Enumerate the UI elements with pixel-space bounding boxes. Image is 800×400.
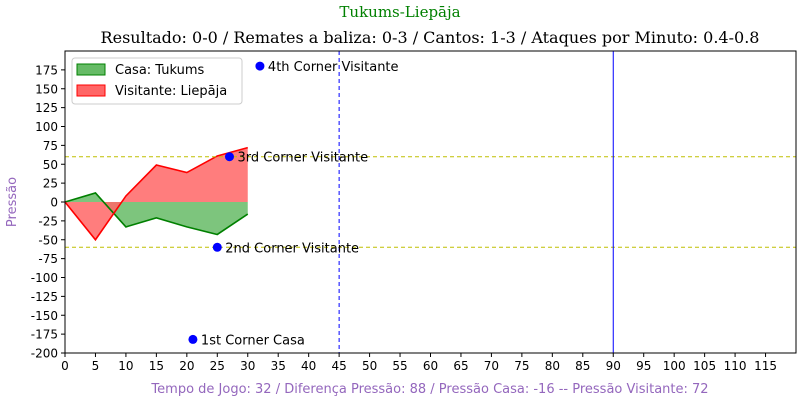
- legend-box: [71, 57, 243, 105]
- y-tick-label-3: -125: [31, 290, 58, 304]
- x-tick-label-9: 45: [331, 359, 346, 373]
- corner-marker-2: [212, 242, 222, 252]
- x-tick-label-16: 80: [545, 359, 560, 373]
- y-tick-label-13: 125: [35, 101, 58, 115]
- x-tick-label-18: 90: [606, 359, 621, 373]
- y-axis-label: Pressão: [5, 177, 20, 227]
- x-tick-label-5: 25: [210, 359, 225, 373]
- x-tick-label-4: 20: [179, 359, 194, 373]
- x-tick-label-6: 30: [240, 359, 255, 373]
- y-tick-label-8: 0: [50, 196, 58, 210]
- y-tick-label-9: 25: [43, 177, 58, 191]
- y-tick-label-7: -25: [38, 214, 58, 228]
- x-tick-label-21: 105: [693, 359, 716, 373]
- corner-label-3: 1st Corner Casa: [201, 333, 305, 348]
- x-tick-label-8: 40: [301, 359, 316, 373]
- legend-swatch-0: [76, 63, 106, 76]
- x-tick-label-17: 85: [575, 359, 590, 373]
- y-tick-label-6: -50: [38, 233, 58, 247]
- y-tick-label-2: -150: [31, 309, 58, 323]
- corner-label-0: 4th Corner Visitante: [268, 60, 399, 75]
- x-tick-label-20: 100: [663, 359, 686, 373]
- x-tick-label-22: 110: [724, 359, 747, 373]
- series-line-1: [64, 146, 248, 242]
- x-tick-label-1: 5: [92, 359, 100, 373]
- y-tick-label-0: -200: [31, 347, 58, 361]
- corner-marker-1: [224, 152, 234, 162]
- x-tick-label-12: 60: [423, 359, 438, 373]
- x-tick-label-10: 50: [362, 359, 377, 373]
- corner-label-1: 3rd Corner Visitante: [237, 151, 368, 166]
- x-tick-label-3: 15: [149, 359, 164, 373]
- x-tick-label-2: 10: [118, 359, 133, 373]
- series-line-0: [64, 192, 249, 236]
- chart-suptitle: Tukums-Liepāja: [339, 3, 460, 21]
- y-tick-label-5: -75: [38, 252, 58, 266]
- y-tick-label-10: 50: [43, 158, 58, 172]
- y-tick-label-11: 75: [43, 139, 58, 153]
- y-tick-label-4: -100: [31, 271, 58, 285]
- x-tick-label-23: 115: [754, 359, 777, 373]
- y-tick-label-12: 100: [35, 120, 58, 134]
- corner-marker-0: [255, 61, 265, 71]
- x-tick-label-11: 55: [392, 359, 407, 373]
- legend-label-1: Visitante: Liepāja: [115, 84, 227, 99]
- legend-label-0: Casa: Tukums: [115, 63, 205, 78]
- x-tick-label-15: 75: [514, 359, 529, 373]
- y-tick-label-15: 175: [35, 63, 58, 77]
- legend: Casa: Tukums Visitante: Liepāja: [71, 57, 243, 105]
- x-tick-label-13: 65: [453, 359, 468, 373]
- x-tick-label-7: 35: [271, 359, 286, 373]
- x-axis-label: Tempo de Jogo: 32 / Diferença Pressão: 8…: [150, 382, 708, 397]
- y-tick-label-14: 150: [35, 82, 58, 96]
- legend-swatch-1: [76, 84, 106, 97]
- y-tick-label-1: -175: [31, 328, 58, 342]
- plot-area: 4th Corner Visitante 3rd Corner Visitante…: [31, 50, 797, 373]
- x-tick-label-0: 0: [61, 359, 69, 373]
- x-tick-label-19: 95: [636, 359, 651, 373]
- chart-title: Resultado: 0-0 / Remates a baliza: 0-3 /…: [101, 28, 760, 47]
- corner-marker-3: [188, 334, 198, 344]
- x-tick-label-14: 70: [484, 359, 499, 373]
- corner-label-2: 2nd Corner Visitante: [225, 241, 359, 256]
